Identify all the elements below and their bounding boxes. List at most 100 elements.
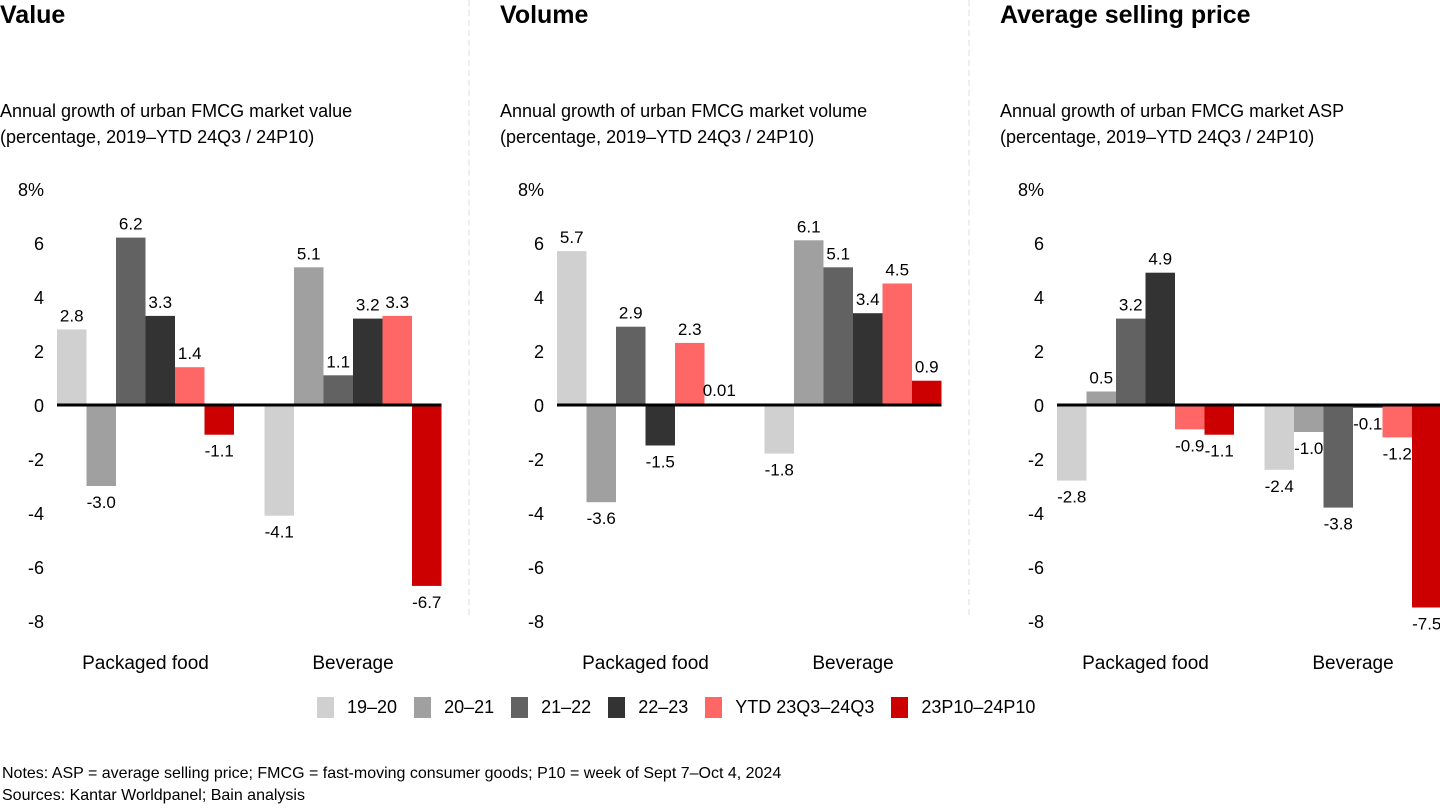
y-tick-label: -2 [28,450,44,470]
legend-label: 23P10–24P10 [921,697,1036,717]
y-tick-label: -2 [528,450,544,470]
data-label: 3.3 [148,293,172,312]
y-tick-label: -6 [28,558,44,578]
volume-bar-packaged-food-19-20 [557,251,587,405]
average-selling-price-bar-beverage-19-20 [1264,405,1294,470]
data-label: 2.8 [60,306,84,325]
y-tick-label: -8 [1028,612,1044,632]
volume-bar-packaged-food-ytd-23q3-24q3 [675,342,705,405]
data-label: -6.7 [412,593,441,612]
data-label: 3.2 [356,296,380,315]
legend-swatch [414,697,432,718]
category-label: Beverage [312,653,393,674]
category-label: Packaged food [582,653,709,674]
value-bar-beverage-ytd-23q3-24q3 [382,315,412,405]
value-subtitle-line1: Annual growth of urban FMCG market value [0,101,353,121]
average-selling-price-bar-packaged-food-ytd-23q3-24q3 [1175,405,1205,430]
volume-bar-beverage-21-22 [823,267,853,405]
legend: 19–20 20–21 21–22 22–23 YTD 23Q3–24Q3 23P10–2… [317,697,1052,718]
legend-swatch [511,697,529,718]
value-bar-packaged-food-ytd-23q3-24q3 [175,367,205,405]
data-label: 6.2 [119,215,143,234]
average-selling-price-bar-beverage-20-21 [1294,405,1324,432]
average-selling-price-bar-beverage-23p10-24p10 [1412,405,1440,608]
value-bar-packaged-food-22-23 [145,315,175,405]
average-selling-price-bar-beverage-21-22 [1323,405,1353,508]
y-tick-label: -2 [1028,450,1044,470]
asp-subtitle-line1: Annual growth of urban FMCG market ASP [1000,101,1345,121]
legend-item: 21–22 [511,697,591,718]
average-selling-price-bar-beverage-ytd-23q3-24q3 [1382,405,1412,438]
data-label: 0.9 [915,358,939,377]
data-label: -4.1 [265,523,294,542]
panel-divider-left [468,0,470,615]
data-label: 3.2 [1119,296,1143,315]
data-label: 6.1 [797,217,821,236]
y-tick-label: 6 [34,234,44,254]
legend-label: 21–22 [541,697,592,717]
average-selling-price-bar-packaged-food-22-23 [1145,272,1175,405]
legend-label: YTD 23Q3–24Q3 [735,697,875,717]
data-label: 5.1 [297,244,321,263]
data-label: 5.1 [826,244,850,263]
data-label: -3.0 [87,493,116,512]
y-tick-label: 6 [534,234,544,254]
volume-bar-beverage-23p10-24p10 [912,380,942,405]
value-panel-title: Value [0,1,66,29]
data-label: 3.3 [385,293,409,312]
data-label: -2.8 [1057,488,1086,507]
category-label: Beverage [1312,653,1393,674]
value-bar-packaged-food-20-21 [86,405,116,486]
data-label: -0.9 [1175,436,1204,455]
y-tick-label: -6 [1028,558,1044,578]
volume-subtitle-line2: (percentage, 2019–YTD 24Q3 / 24P10) [500,127,815,147]
footer-notes: Notes: ASP = average selling price; FMCG… [2,765,782,782]
value-bar-beverage-19-20 [264,405,294,516]
data-label: 1.1 [326,352,350,371]
y-tick-label: -6 [528,558,544,578]
value-subtitle-line2: (percentage, 2019–YTD 24Q3 / 24P10) [0,127,315,147]
volume-panel-subtitle: Annual growth of urban FMCG market volum… [500,98,867,150]
data-label: 0.01 [703,381,736,400]
value-bar-beverage-20-21 [294,267,324,405]
legend-label: 20–21 [444,697,495,717]
y-tick-label: 8% [1018,180,1044,200]
legend-item: 20–21 [414,697,494,718]
average-selling-price-bar-packaged-food-23p10-24p10 [1204,405,1234,435]
category-label: Packaged food [82,653,209,674]
y-tick-label: 0 [1034,396,1044,416]
footer-sources: Sources: Kantar Worldpanel; Bain analysi… [2,787,305,804]
data-label: -1.1 [205,442,234,461]
y-tick-label: -4 [28,504,44,524]
value-bar-beverage-21-22 [323,375,353,405]
legend-swatch [317,697,334,718]
volume-bar-beverage-ytd-23q3-24q3 [882,283,912,405]
data-label: -7.5 [1412,615,1440,634]
y-tick-label: -8 [28,612,44,632]
y-tick-label: 8% [18,180,44,200]
volume-bar-packaged-food-21-22 [616,326,646,405]
legend-swatch [705,697,723,718]
value-bar-packaged-food-21-22 [116,237,146,405]
volume-panel-title: Volume [500,1,589,29]
data-label: -1.8 [765,461,794,480]
data-label: -1.1 [1205,442,1234,461]
y-tick-label: 2 [1034,342,1044,362]
legend-label: 19–20 [347,697,398,717]
average-selling-price-bar-packaged-food-21-22 [1116,318,1146,405]
panel-divider-right [968,0,970,615]
volume-subtitle-line1: Annual growth of urban FMCG market volum… [500,101,868,121]
data-label: 2.3 [678,320,702,339]
category-label: Packaged food [1082,653,1209,674]
y-tick-label: 4 [1034,288,1044,308]
volume-bar-beverage-22-23 [853,313,883,405]
data-label: 0.5 [1089,369,1113,388]
y-tick-label: 0 [534,396,544,416]
value-panel-subtitle: Annual growth of urban FMCG market value… [0,98,352,150]
legend-swatch [608,697,626,718]
data-label: -1.0 [1294,439,1323,458]
value-bar-packaged-food-23p10-24p10 [204,405,234,435]
legend-swatch [891,697,909,718]
volume-bar-packaged-food-22-23 [645,405,675,446]
y-tick-label: -4 [528,504,544,524]
